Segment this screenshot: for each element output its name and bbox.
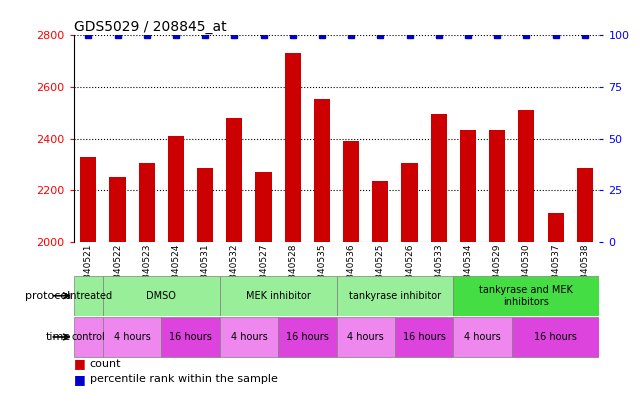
Text: GSM1340525: GSM1340525 — [376, 243, 385, 304]
Text: DMSO: DMSO — [146, 291, 176, 301]
Text: 16 hours: 16 hours — [286, 332, 329, 342]
Bar — [577, 168, 593, 242]
Bar — [103, 317, 162, 357]
Text: 16 hours: 16 hours — [169, 332, 212, 342]
Text: GDS5029 / 208845_at: GDS5029 / 208845_at — [74, 20, 226, 34]
Text: GSM1340527: GSM1340527 — [259, 243, 268, 304]
Text: GSM1340524: GSM1340524 — [171, 243, 180, 304]
Bar — [519, 110, 535, 242]
Bar — [395, 317, 453, 357]
Bar — [256, 172, 272, 242]
Bar — [226, 118, 242, 242]
Text: GSM1340532: GSM1340532 — [230, 243, 239, 304]
Bar — [431, 114, 447, 242]
Bar — [74, 317, 103, 357]
Text: 4 hours: 4 hours — [113, 332, 151, 342]
Text: GSM1340526: GSM1340526 — [405, 243, 414, 304]
Bar — [80, 156, 96, 242]
Bar — [460, 130, 476, 242]
Text: 4 hours: 4 hours — [231, 332, 267, 342]
Bar — [168, 136, 184, 242]
Text: 16 hours: 16 hours — [534, 332, 577, 342]
Bar — [285, 53, 301, 242]
Text: 4 hours: 4 hours — [347, 332, 384, 342]
Text: GSM1340538: GSM1340538 — [580, 243, 589, 304]
Text: ■: ■ — [74, 357, 85, 370]
Bar — [110, 177, 126, 242]
Bar — [197, 168, 213, 242]
Bar — [547, 213, 563, 242]
Text: percentile rank within the sample: percentile rank within the sample — [90, 374, 278, 384]
Bar — [74, 276, 103, 316]
Text: GSM1340528: GSM1340528 — [288, 243, 297, 304]
Bar — [103, 276, 220, 316]
Bar — [489, 130, 505, 242]
Bar — [453, 276, 599, 316]
Bar — [512, 317, 599, 357]
Text: control: control — [71, 332, 105, 342]
Bar — [453, 317, 512, 357]
Text: 4 hours: 4 hours — [464, 332, 501, 342]
Text: tankyrase inhibitor: tankyrase inhibitor — [349, 291, 441, 301]
Bar — [372, 181, 388, 242]
Text: GSM1340521: GSM1340521 — [84, 243, 93, 304]
Text: GSM1340535: GSM1340535 — [317, 243, 326, 304]
Text: GSM1340530: GSM1340530 — [522, 243, 531, 304]
Text: GSM1340529: GSM1340529 — [493, 243, 502, 304]
Bar — [337, 276, 453, 316]
Text: GSM1340534: GSM1340534 — [463, 243, 472, 304]
Bar — [337, 317, 395, 357]
Text: tankyrase and MEK
inhibitors: tankyrase and MEK inhibitors — [479, 285, 573, 307]
Bar — [314, 99, 330, 242]
Text: GSM1340536: GSM1340536 — [347, 243, 356, 304]
Text: count: count — [90, 358, 121, 369]
Bar — [220, 276, 337, 316]
Bar — [138, 163, 154, 242]
Text: protocol: protocol — [25, 291, 71, 301]
Bar — [278, 317, 337, 357]
Text: GSM1340531: GSM1340531 — [201, 243, 210, 304]
Text: 16 hours: 16 hours — [403, 332, 445, 342]
Text: GSM1340533: GSM1340533 — [434, 243, 443, 304]
Text: MEK inhibitor: MEK inhibitor — [246, 291, 310, 301]
Bar — [162, 317, 220, 357]
Text: GSM1340537: GSM1340537 — [551, 243, 560, 304]
Bar — [343, 141, 359, 242]
Text: time: time — [46, 332, 71, 342]
Bar — [220, 317, 278, 357]
Text: ■: ■ — [74, 373, 85, 386]
Text: GSM1340522: GSM1340522 — [113, 243, 122, 304]
Text: GSM1340523: GSM1340523 — [142, 243, 151, 304]
Text: untreated: untreated — [64, 291, 112, 301]
Bar — [401, 163, 417, 242]
